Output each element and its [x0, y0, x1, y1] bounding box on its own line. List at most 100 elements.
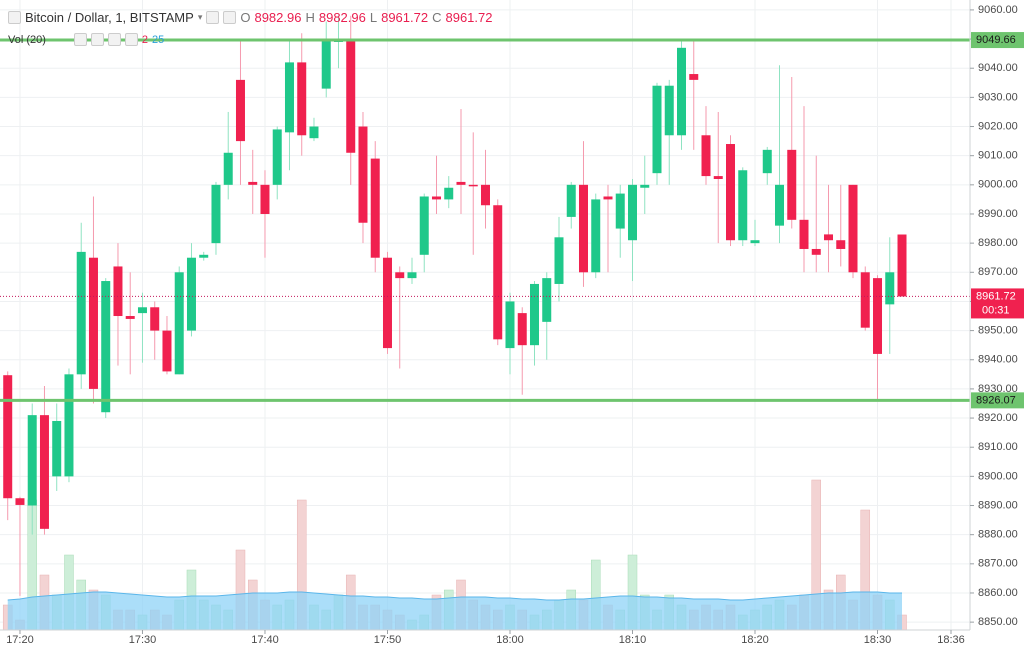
candle-body [456, 181, 466, 185]
candle-body [664, 85, 674, 136]
candle-body [444, 187, 454, 200]
x-tick-label: 17:20 [6, 634, 34, 646]
candle-body [382, 257, 392, 349]
high-letter: H [305, 10, 315, 25]
candle-body [517, 313, 527, 346]
candle-body [542, 278, 552, 322]
candle-body [272, 129, 282, 185]
candle-body [309, 126, 319, 139]
dropdown-icon[interactable]: ▾ [197, 12, 203, 22]
candle-body [627, 184, 637, 241]
candle-body [260, 184, 270, 214]
candle-body [468, 184, 478, 187]
candle-body [52, 420, 62, 477]
candle-body [775, 184, 785, 226]
open-letter: O [240, 10, 251, 25]
candle-body [787, 149, 797, 220]
symbol-header: Bitcoin / Dollar, 1, BITSTAMP ▾ O 8982.96… [8, 10, 492, 25]
candle-body [566, 184, 576, 217]
volume-title: Vol (20) [8, 33, 46, 46]
x-tick-label: 18:00 [496, 634, 524, 646]
candle-body [591, 199, 601, 273]
candle-body [738, 170, 748, 241]
candle-body [101, 281, 111, 413]
candle-body [199, 254, 209, 258]
y-tick-label: 8990.00 [978, 208, 1018, 220]
remove-icon[interactable] [107, 33, 121, 46]
candle-body [676, 47, 686, 136]
candle-body [395, 272, 405, 279]
y-tick-label: 8980.00 [978, 237, 1018, 249]
y-tick-label: 9000.00 [978, 179, 1018, 191]
candle-body [64, 374, 74, 477]
candle-body [701, 135, 711, 177]
candle-body [615, 193, 625, 229]
y-tick-label: 8850.00 [978, 616, 1018, 628]
y-tick-label: 8880.00 [978, 529, 1018, 541]
candle-body [811, 248, 821, 255]
candle-body [407, 272, 417, 279]
eye-icon[interactable] [73, 33, 87, 46]
open-value: 8982.96 [254, 10, 302, 25]
level-price-label: 9049.66 [976, 34, 1016, 46]
candle-body [150, 307, 160, 331]
candle-body [505, 301, 515, 349]
x-tick-label: 17:40 [251, 634, 279, 646]
candle-body [419, 196, 429, 255]
candle-body [726, 144, 736, 241]
candle-body [284, 62, 294, 133]
time-axis [0, 630, 970, 648]
y-tick-label: 8940.00 [978, 354, 1018, 366]
close-icon[interactable] [223, 11, 237, 24]
collapse-icon[interactable] [8, 11, 21, 24]
candle-body [297, 62, 307, 136]
level-price-box [971, 392, 1024, 409]
candle-body [873, 278, 883, 354]
more-icon[interactable] [124, 33, 138, 46]
candle-body [137, 307, 147, 314]
last-price-box [971, 288, 1024, 319]
y-tick-label: 8910.00 [978, 441, 1018, 453]
candle-body [652, 85, 662, 174]
candle-body [578, 184, 588, 273]
candle-body [480, 184, 490, 206]
candle-body [186, 257, 196, 331]
candle-body [603, 196, 613, 200]
candle-body [235, 79, 245, 142]
candle-body [640, 184, 650, 188]
x-tick-label: 18:36 [937, 634, 965, 646]
candle-body [15, 498, 25, 505]
candle-body [370, 158, 380, 258]
candle-body [493, 205, 503, 340]
y-tick-label: 9010.00 [978, 150, 1018, 162]
y-tick-label: 9030.00 [978, 91, 1018, 103]
last-price-label: 8961.72 [976, 290, 1016, 302]
candle-body [836, 240, 846, 249]
low-value: 8961.72 [381, 10, 429, 25]
settings-icon[interactable] [206, 11, 220, 24]
level-price-box [971, 32, 1024, 49]
settings-icon[interactable] [90, 33, 104, 46]
x-tick-label: 17:50 [374, 634, 402, 646]
volume-header: Vol (20) 2 25 [8, 33, 164, 46]
y-tick-label: 8860.00 [978, 587, 1018, 599]
y-tick-label: 8950.00 [978, 325, 1018, 337]
candle-body [174, 272, 184, 375]
candle-body [223, 152, 233, 185]
x-tick-label: 17:30 [129, 634, 157, 646]
candle-body [762, 149, 772, 174]
candle-body [529, 283, 539, 346]
y-tick-label: 9040.00 [978, 62, 1018, 74]
candle-body [125, 316, 135, 319]
candle-body [76, 251, 86, 375]
candle-body [824, 234, 834, 241]
candle-body [39, 415, 49, 529]
low-letter: L [369, 10, 378, 25]
y-tick-label: 8870.00 [978, 558, 1018, 570]
candle-body [897, 234, 907, 297]
candle-body [3, 375, 13, 499]
volume-value: 2 [141, 33, 149, 46]
candle-body [88, 257, 98, 389]
